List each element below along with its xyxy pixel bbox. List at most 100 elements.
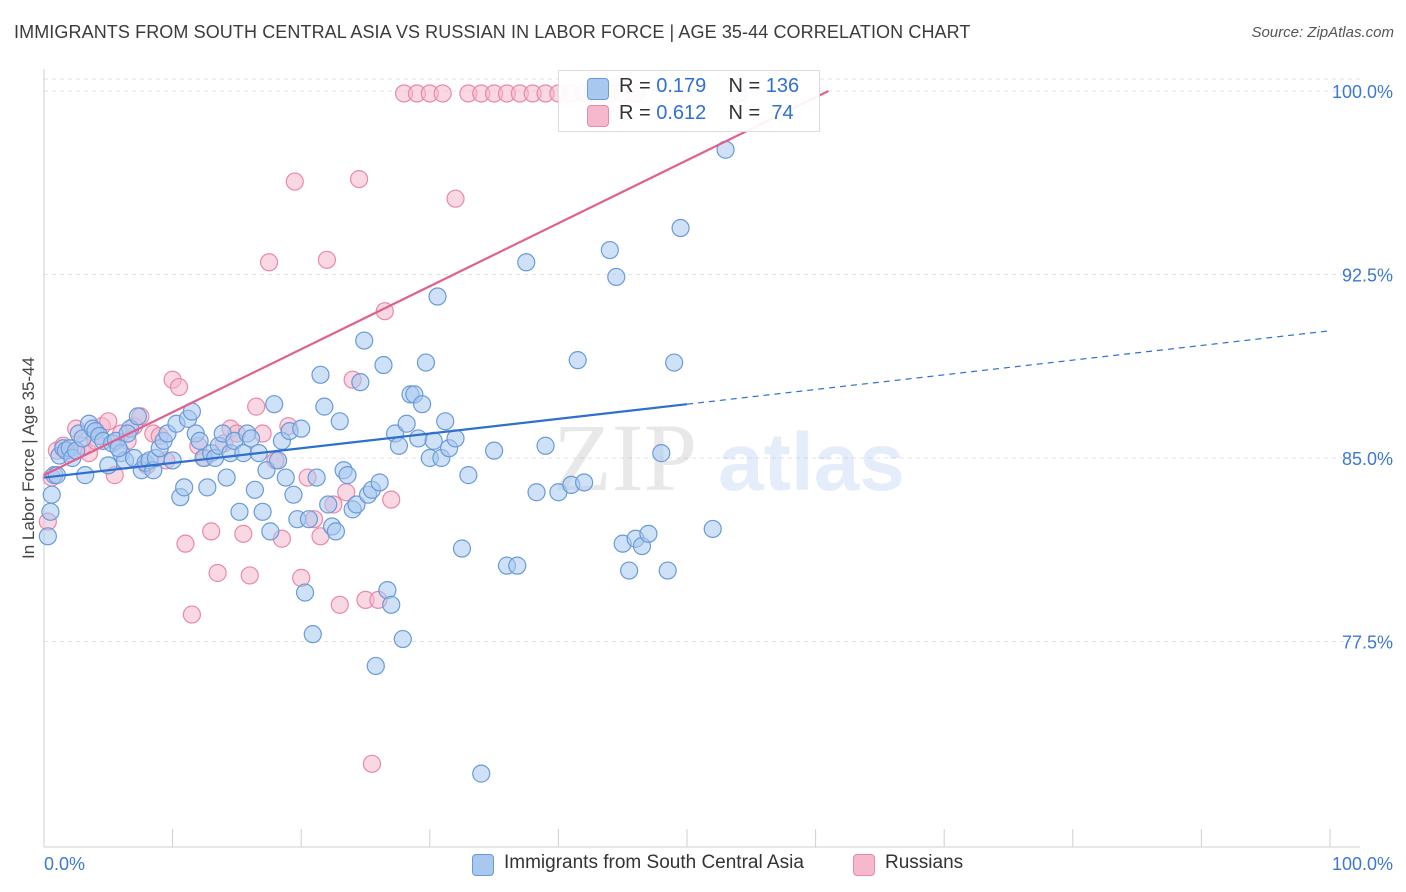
- russians-point: [234, 524, 253, 543]
- immigrants-point: [315, 397, 334, 416]
- immigrants-point: [620, 561, 639, 580]
- russians-point: [330, 595, 349, 614]
- immigrants-point: [303, 625, 322, 644]
- russians-point: [208, 563, 227, 583]
- immigrants-point: [459, 466, 478, 485]
- y-tick-label: 100.0%: [1332, 82, 1393, 102]
- immigrants-point: [658, 561, 677, 580]
- immigrants-point: [42, 485, 61, 504]
- immigrants-point: [268, 451, 288, 470]
- immigrants-point: [245, 480, 265, 499]
- immigrants-trend-line: [43, 403, 688, 479]
- y-axis-label: In Labor Force | Age 35-44: [19, 357, 38, 559]
- immigrants-point: [355, 331, 374, 350]
- immigrants-point: [253, 502, 272, 521]
- russians-point: [176, 534, 195, 553]
- immigrants-point: [446, 429, 465, 448]
- russians-point: [99, 412, 118, 431]
- immigrants-point: [389, 436, 409, 455]
- x-tick-label: 0.0%: [44, 854, 85, 874]
- y-tick-label: 77.5%: [1342, 632, 1393, 652]
- russians-point: [433, 84, 452, 103]
- immigrants-point: [330, 412, 349, 431]
- legend-n-value: 136: [765, 75, 800, 97]
- immigrants-point: [351, 373, 370, 392]
- immigrants-point: [347, 495, 366, 514]
- russians-point: [259, 253, 279, 272]
- immigrants-point: [326, 522, 346, 541]
- immigrants-point: [671, 218, 690, 238]
- immigrants-point: [128, 407, 147, 426]
- immigrants-point: [217, 468, 236, 487]
- legend-r-label: R =: [619, 102, 657, 124]
- immigrants-point: [472, 764, 491, 783]
- immigrants-point: [230, 502, 249, 521]
- immigrants-point: [536, 436, 555, 455]
- immigrants-point: [190, 431, 209, 450]
- correlation-legend: R = 0.179 N = 136 R = 0.612 N = 74: [558, 70, 820, 132]
- immigrants-point: [76, 466, 95, 485]
- bottom-legend-swatch-pink: [853, 854, 875, 876]
- immigrants-point: [299, 510, 319, 529]
- immigrants-point: [295, 583, 315, 602]
- bottom-legend-swatch-blue: [472, 854, 494, 876]
- immigrants-point: [424, 431, 443, 450]
- immigrants-point: [393, 629, 412, 649]
- immigrants-point: [428, 287, 447, 306]
- russians-point: [285, 172, 304, 191]
- gridlines: [44, 78, 1360, 642]
- immigrants-point: [41, 502, 60, 521]
- immigrants-point: [163, 451, 182, 470]
- legend-r-value: 0.612: [656, 102, 707, 124]
- immigrants-point: [412, 395, 432, 414]
- immigrants-point: [436, 412, 455, 431]
- immigrants-point: [397, 414, 416, 433]
- immigrants-point: [311, 365, 330, 384]
- legend-n-value: 74: [765, 102, 794, 124]
- trend-lines: [43, 90, 1331, 479]
- source-label: Source: ZipAtlas.com: [1251, 24, 1394, 41]
- legend-r-value: 0.179: [656, 75, 707, 97]
- watermark-atlas: atlas: [718, 417, 905, 508]
- y-tick-label: 85.0%: [1342, 449, 1393, 469]
- immigrants-point: [284, 485, 303, 504]
- russians-point: [349, 169, 369, 189]
- russians-point: [169, 377, 189, 397]
- immigrants-point: [416, 353, 436, 372]
- immigrants-point: [292, 419, 311, 438]
- immigrants-point: [261, 522, 280, 541]
- x-tick-label: 100.0%: [1332, 854, 1393, 874]
- bottom-legend-label-immigrants: Immigrants from South Central Asia: [504, 852, 804, 873]
- immigrants-point: [652, 444, 671, 463]
- immigrants-point: [639, 524, 658, 543]
- tick-labels: 77.5% 85.0% 92.5% 100.0% 0.0% 100.0%: [44, 82, 1393, 874]
- russians-point: [247, 397, 266, 416]
- y-tick-label: 92.5%: [1342, 266, 1393, 286]
- immigrants-point: [257, 461, 276, 480]
- russians-point: [317, 250, 337, 269]
- immigrants-trend-extension: [686, 330, 1331, 405]
- immigrants-point: [600, 240, 619, 260]
- russians-trend-line: [43, 90, 829, 477]
- watermark-zip: ZIP: [553, 404, 697, 511]
- axes: [43, 69, 1360, 848]
- russians-point: [202, 522, 221, 541]
- immigrants-point: [276, 468, 295, 487]
- immigrants-point: [527, 483, 546, 502]
- immigrants-point: [307, 468, 326, 487]
- bottom-legend-label-russians: Russians: [885, 852, 964, 873]
- russians-point: [446, 189, 465, 208]
- immigrants-point: [665, 353, 684, 372]
- immigrants-point: [338, 466, 357, 485]
- legend-n-label: N =: [728, 75, 766, 97]
- immigrants-point: [452, 539, 472, 558]
- immigrants-point: [568, 351, 587, 370]
- chart-title: IMMIGRANTS FROM SOUTH CENTRAL ASIA VS RU…: [14, 22, 971, 42]
- immigrants-points: [38, 81, 748, 783]
- immigrants-point: [607, 267, 626, 287]
- immigrants-point: [198, 478, 217, 497]
- russians-point: [182, 605, 201, 624]
- immigrants-point: [485, 441, 504, 460]
- immigrants-point: [366, 656, 385, 676]
- immigrants-point: [265, 395, 284, 414]
